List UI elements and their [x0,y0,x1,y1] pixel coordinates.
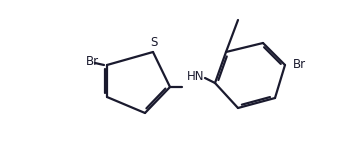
Text: S: S [150,36,158,49]
Text: HN: HN [187,70,204,84]
Text: Br: Br [86,55,99,68]
Text: Br: Br [293,58,306,72]
